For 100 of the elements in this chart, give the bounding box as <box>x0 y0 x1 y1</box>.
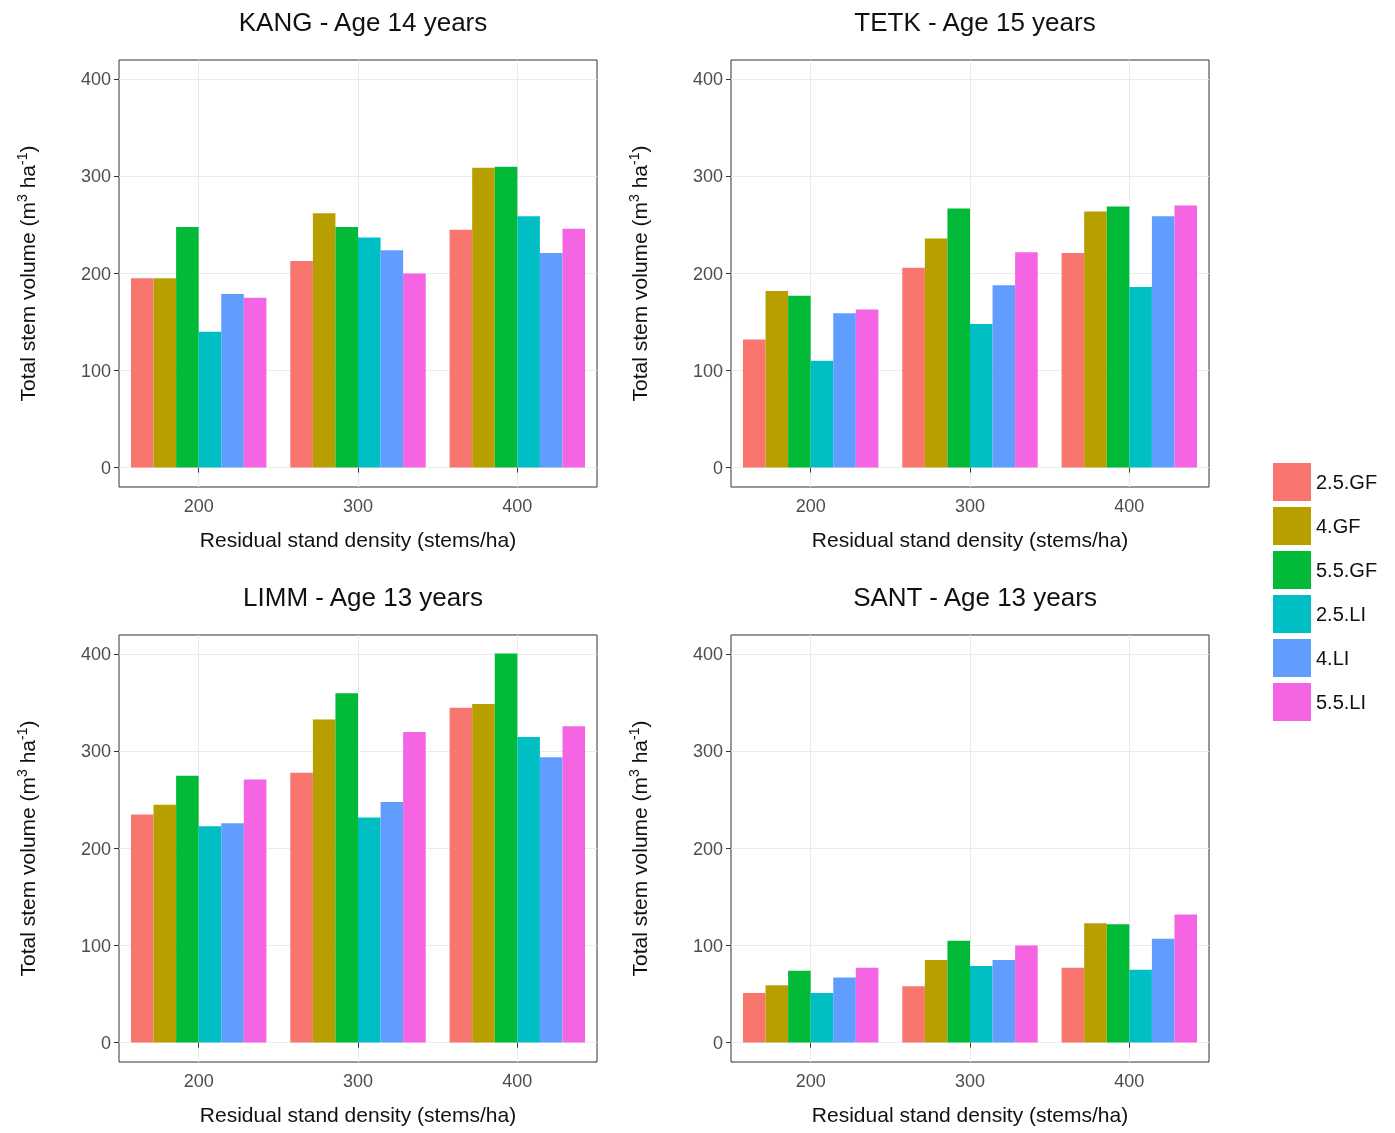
x-tick-label: 400 <box>502 1071 533 1091</box>
bar <box>403 732 426 1043</box>
bar <box>947 940 970 1043</box>
bar <box>1015 252 1038 468</box>
bar <box>1106 206 1130 468</box>
bar <box>290 772 313 1043</box>
bar <box>335 693 358 1043</box>
bar <box>970 965 993 1043</box>
bar <box>176 226 199 468</box>
bar <box>312 213 336 468</box>
x-axis-title: Residual stand density (stems/ha) <box>811 1103 1129 1126</box>
x-tick-label: 200 <box>795 1071 826 1091</box>
bar <box>449 229 473 468</box>
x-tick-label: 200 <box>795 496 826 516</box>
bar <box>1151 938 1175 1043</box>
y-tick-label: 0 <box>712 1032 723 1053</box>
bar <box>855 309 879 468</box>
x-tick-label: 400 <box>1114 1071 1145 1091</box>
x-tick-label: 300 <box>342 1071 374 1091</box>
y-tick-label: 400 <box>80 69 111 90</box>
bar <box>153 278 177 468</box>
y-axis-title: Total stem volume (m3 ha-1) <box>14 720 39 977</box>
bar <box>992 285 1016 468</box>
bar <box>221 823 244 1043</box>
bar <box>742 993 766 1043</box>
bar <box>1129 969 1152 1043</box>
y-tick-label: 300 <box>692 741 723 762</box>
bar <box>833 977 856 1043</box>
bar <box>1129 287 1152 468</box>
bar <box>243 297 267 468</box>
bar <box>765 985 789 1043</box>
bar <box>562 228 586 468</box>
bar <box>539 253 563 468</box>
bar <box>947 208 970 468</box>
y-tick-label: 200 <box>80 263 111 284</box>
bar <box>765 290 789 468</box>
y-tick-label: 200 <box>80 838 111 859</box>
legend-label: 4.GF <box>1316 515 1361 537</box>
bar <box>517 216 540 468</box>
y-tick-label: 300 <box>692 166 723 187</box>
x-tick-label: 300 <box>342 496 374 516</box>
bar <box>472 167 495 468</box>
y-tick-label: 400 <box>692 644 723 665</box>
bar <box>380 801 404 1043</box>
bar <box>1061 253 1085 468</box>
bar <box>198 826 222 1043</box>
bar <box>742 339 766 468</box>
y-axis-title: Total stem volume (m3 ha-1) <box>14 145 39 402</box>
bar <box>494 166 518 468</box>
y-tick-label: 300 <box>80 741 111 762</box>
bar <box>788 970 811 1043</box>
y-tick-label: 100 <box>80 935 111 956</box>
bar <box>970 323 993 468</box>
bar <box>810 360 834 468</box>
bar <box>1015 945 1038 1043</box>
bar <box>1084 211 1107 468</box>
bar <box>902 267 925 468</box>
chart-title: SANT - Age 13 years <box>853 582 1097 612</box>
bar <box>562 726 586 1043</box>
x-tick-label: 400 <box>502 496 533 516</box>
x-axis-title: Residual stand density (stems/ha) <box>199 1103 517 1126</box>
bar <box>810 993 834 1043</box>
bar <box>380 250 404 468</box>
bar <box>472 703 495 1043</box>
bar <box>494 653 518 1043</box>
y-tick-label: 0 <box>712 457 723 478</box>
bar <box>176 775 199 1043</box>
bar <box>992 960 1016 1043</box>
x-tick-label: 300 <box>954 1071 986 1091</box>
x-axis-title: Residual stand density (stems/ha) <box>811 528 1129 551</box>
legend-label: 2.5.GF <box>1316 471 1378 493</box>
y-tick-label: 100 <box>692 360 723 381</box>
bar <box>130 278 154 468</box>
y-tick-label: 0 <box>100 1032 111 1053</box>
x-axis-title: Residual stand density (stems/ha) <box>199 528 517 551</box>
y-tick-label: 200 <box>692 838 723 859</box>
y-tick-label: 400 <box>80 644 111 665</box>
bar <box>335 226 358 468</box>
bar <box>539 757 563 1043</box>
bar <box>1151 216 1175 468</box>
x-tick-label: 200 <box>183 1071 214 1091</box>
bar <box>198 331 222 468</box>
x-tick-label: 200 <box>183 496 214 516</box>
bar <box>153 804 177 1043</box>
bar <box>855 967 879 1043</box>
y-tick-label: 400 <box>692 69 723 90</box>
x-tick-label: 400 <box>1114 496 1145 516</box>
bar <box>449 707 473 1043</box>
bar <box>1084 923 1107 1043</box>
bar <box>312 719 336 1043</box>
x-tick-label: 300 <box>954 496 986 516</box>
y-axis-title: Total stem volume (m3 ha-1) <box>626 145 651 402</box>
legend-label: 2.5.LI <box>1316 603 1367 625</box>
bar <box>924 238 948 468</box>
chart-title: TETK - Age 15 years <box>854 7 1096 37</box>
bar <box>403 273 426 468</box>
bar <box>290 260 313 468</box>
y-tick-label: 100 <box>80 360 111 381</box>
bar <box>358 817 381 1043</box>
chart-title: LIMM - Age 13 years <box>243 582 483 612</box>
